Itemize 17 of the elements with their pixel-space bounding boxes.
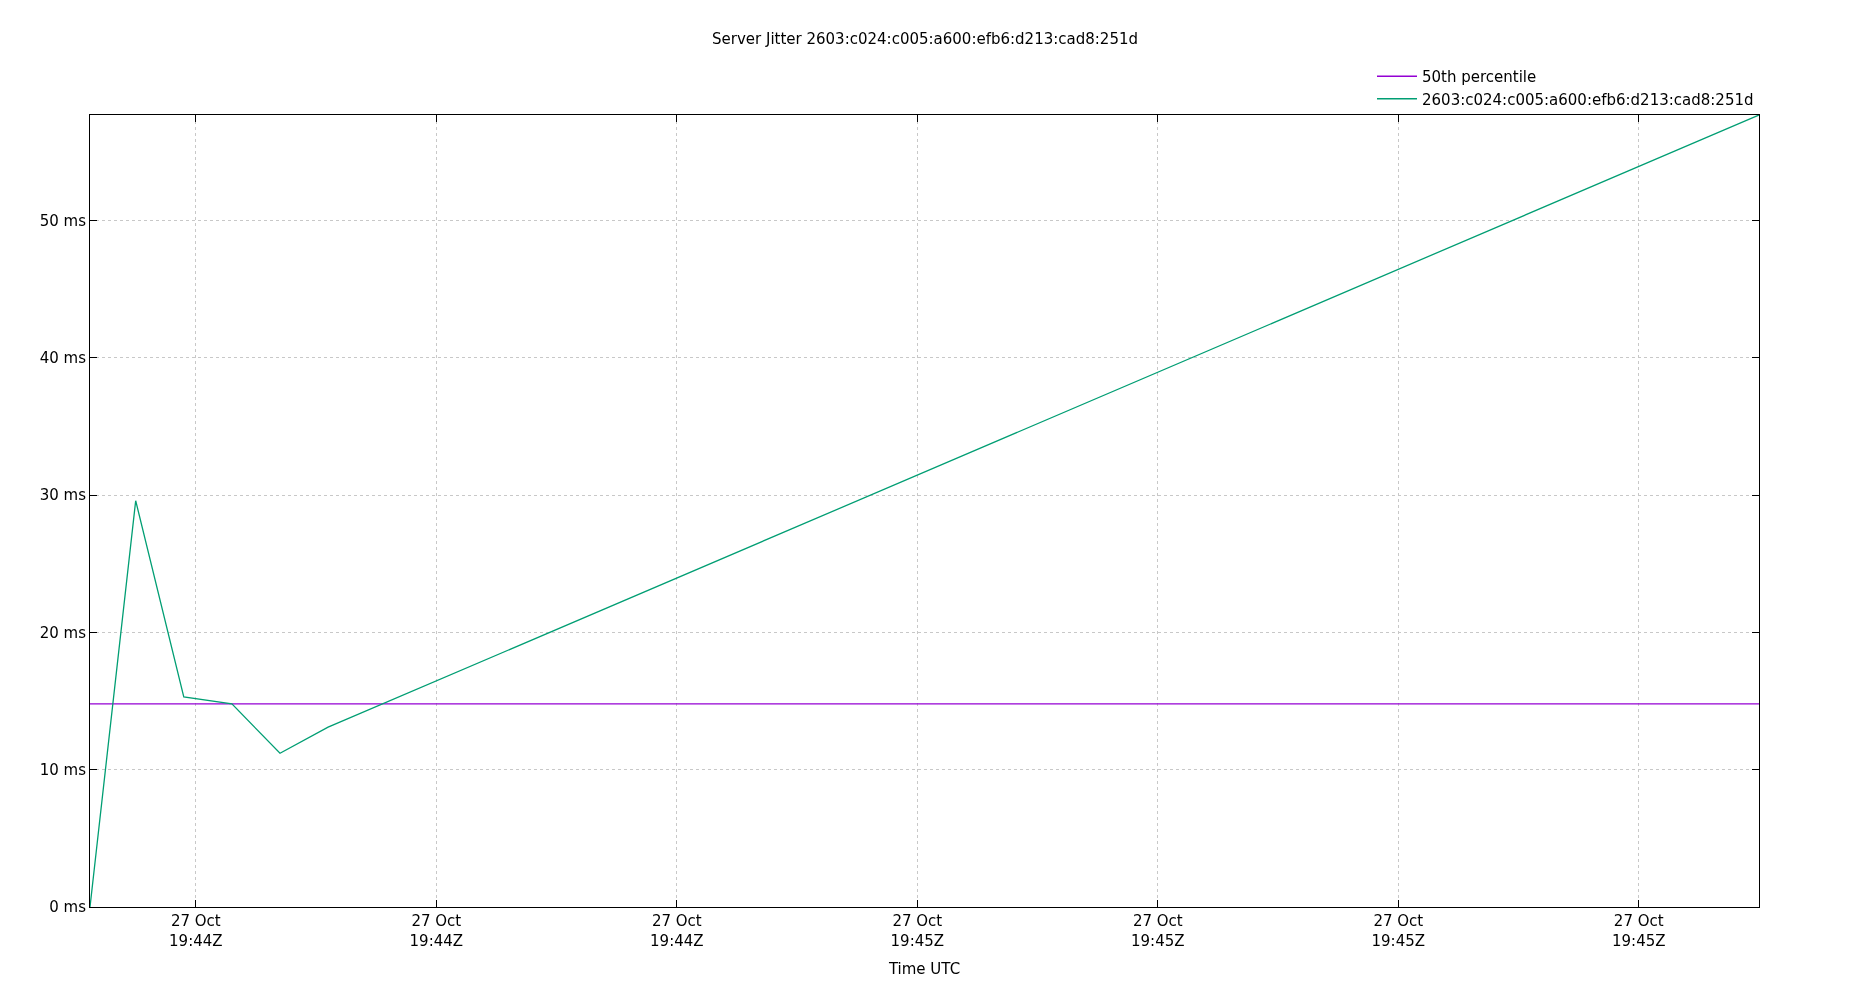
x-axis-title: Time UTC [887,959,961,978]
x-tick-label: 27 Oct 19:44Z [650,912,704,950]
y-tick-label: 10 ms [39,760,87,779]
chart-title: Server Jitter 2603:c024:c005:a600:efb6:d213:cad8:251d [712,29,1138,48]
x-tick-label: 27 Oct 19:45Z [890,912,945,950]
legend-label: 50th percentile [1422,68,1537,87]
x-tick-label: 27 Oct 19:45Z [1371,912,1426,950]
x-tick-label: 27 Oct 19:44Z [409,912,464,950]
x-tick-label: 27 Oct 19:45Z [1612,912,1666,950]
x-tick-label: 27 Oct 19:44Z [169,912,223,950]
legend-label: 2603:c024:c005:a600:efb6:d213:cad8:251d [1422,90,1754,109]
y-tick-label: 50 ms [39,211,87,230]
y-tick-label: 30 ms [39,486,87,505]
y-tick-label: 20 ms [39,623,87,642]
x-tick-label: 27 Oct 19:45Z [1131,912,1185,950]
y-tick-label: 40 ms [39,349,87,368]
y-tick-label: 0 ms [49,898,87,917]
